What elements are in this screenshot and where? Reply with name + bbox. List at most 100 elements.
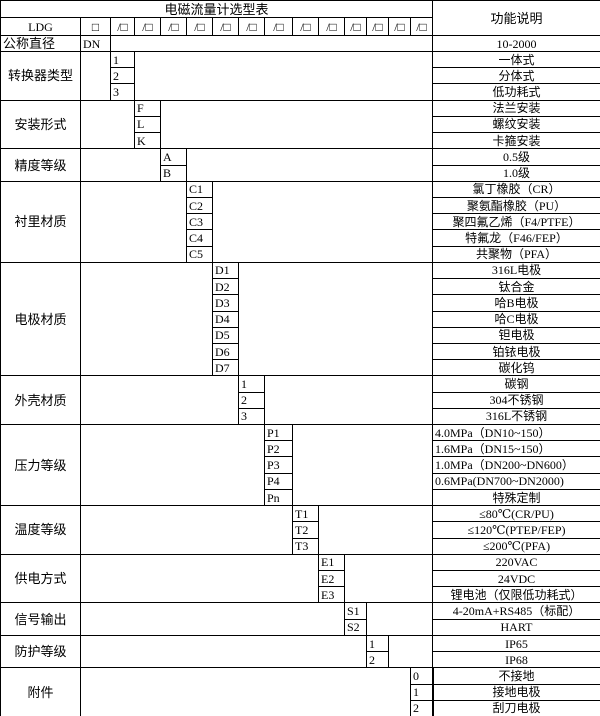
option-description: 聚四氟乙烯（F4/PTFE） — [433, 214, 600, 231]
model-prefix: LDG — [1, 18, 81, 36]
option-code: B — [161, 165, 187, 182]
option-description: 304不锈钢 — [433, 393, 600, 409]
option-code: K — [135, 133, 161, 150]
option-description: 聚氨酯橡胶（PU） — [433, 198, 600, 215]
option-code: D3 — [213, 295, 239, 312]
group-label: 精度等级 — [1, 149, 81, 182]
nominal-code: DN — [81, 36, 111, 52]
model-slot: /□ — [293, 18, 319, 36]
empty-cell — [187, 149, 433, 182]
group-label: 衬里材质 — [1, 181, 81, 263]
empty-cell — [213, 181, 433, 263]
model-slot: /□ — [265, 18, 293, 36]
option-description: 低功耗式 — [433, 84, 600, 101]
empty-cell — [81, 668, 411, 716]
option-code: L — [135, 116, 161, 134]
option-description: 锂电池（仅限低功耗式） — [433, 587, 600, 604]
option-code: D2 — [213, 279, 239, 296]
option-code: 1 — [411, 684, 433, 701]
model-slot: /□ — [135, 18, 161, 36]
group-label: 附件 — [1, 668, 81, 716]
empty-cell — [345, 554, 433, 604]
option-code: T2 — [293, 522, 319, 539]
empty-cell — [293, 425, 433, 507]
option-code: S1 — [345, 603, 367, 620]
empty-cell — [81, 425, 265, 507]
option-code: C3 — [187, 214, 213, 231]
option-code: 1 — [367, 635, 389, 653]
empty-cell — [81, 554, 319, 604]
empty-cell — [265, 376, 433, 426]
option-code: D4 — [213, 311, 239, 328]
option-code: T1 — [293, 506, 319, 523]
option-code: D1 — [213, 262, 239, 280]
group-label: 供电方式 — [1, 554, 81, 604]
option-description: 316L电极 — [433, 263, 600, 280]
table-title: 电磁流量计选型表 — [1, 1, 433, 18]
group-label: 压力等级 — [1, 425, 81, 507]
option-description: 法兰安装 — [433, 101, 600, 117]
option-code: E3 — [319, 587, 345, 604]
model-slot: /□ — [345, 18, 367, 36]
group-label: 安装形式 — [1, 100, 81, 150]
group-label: 外壳材质 — [1, 376, 81, 426]
group-label: 电极材质 — [1, 262, 81, 377]
option-description: 1.0级 — [433, 166, 600, 182]
option-code: P4 — [265, 473, 293, 490]
option-description: 碳钢 — [433, 376, 600, 393]
option-description: 220VAC — [433, 555, 600, 572]
empty-cell — [81, 376, 239, 426]
option-description: 0.5级 — [433, 149, 600, 166]
option-code: 3 — [239, 408, 265, 426]
option-code: 2 — [239, 392, 265, 409]
empty-cell — [81, 52, 111, 101]
empty-cell — [81, 506, 293, 555]
empty-cell — [81, 149, 161, 182]
empty-cell — [161, 100, 433, 150]
model-slot: /□ — [411, 18, 433, 36]
option-code: A — [161, 149, 187, 166]
option-description: 4-20mA+RS485（标配） — [433, 603, 600, 620]
option-description: 一体式 — [433, 52, 600, 69]
option-description: 碳化钨 — [433, 360, 600, 377]
option-code: 1 — [111, 52, 135, 69]
option-code: P1 — [265, 425, 293, 442]
option-description: 特殊定制 — [433, 490, 600, 507]
option-code: C2 — [187, 197, 213, 215]
group-label: 信号输出 — [1, 603, 81, 636]
nominal-label: 公称直径 — [1, 36, 81, 52]
option-description: 螺纹安装 — [433, 117, 600, 134]
option-code: T3 — [293, 538, 319, 555]
option-description: 氯丁橡胶（CR） — [433, 182, 600, 198]
empty-cell — [239, 262, 433, 377]
option-description: 1.0MPa（DN200~DN600） — [433, 457, 600, 474]
option-code: 1 — [239, 376, 265, 393]
model-slot: /□ — [367, 18, 389, 36]
option-description: 卡箍安装 — [433, 133, 600, 150]
empty-cell — [111, 36, 433, 52]
model-slot: □ — [81, 18, 111, 36]
option-code: S2 — [345, 619, 367, 636]
empty-cell — [81, 262, 213, 377]
option-description: 钽电极 — [433, 328, 600, 344]
option-code: 2 — [411, 700, 433, 716]
option-description: 特氟龙（F46/FEP） — [433, 230, 600, 247]
model-slot: /□ — [161, 18, 187, 36]
empty-cell — [81, 181, 187, 263]
model-slot: /□ — [213, 18, 239, 36]
option-code: E2 — [319, 571, 345, 588]
model-slot: /□ — [187, 18, 213, 36]
option-code: C5 — [187, 246, 213, 263]
option-description: 1.6MPa（DN15~150） — [433, 441, 600, 458]
empty-cell — [81, 603, 345, 636]
option-description: IP68 — [433, 652, 600, 669]
option-description: 0.6MPa(DN700~DN2000) — [433, 474, 600, 490]
option-description: 4.0MPa（DN10~150） — [433, 425, 600, 442]
empty-cell — [319, 506, 433, 555]
option-code: E1 — [319, 554, 345, 572]
option-description: 316L不锈钢 — [433, 409, 600, 426]
model-slot: /□ — [319, 18, 345, 36]
option-code: 2 — [367, 652, 389, 669]
model-slot: /□ — [239, 18, 265, 36]
option-code: 0 — [411, 668, 433, 685]
